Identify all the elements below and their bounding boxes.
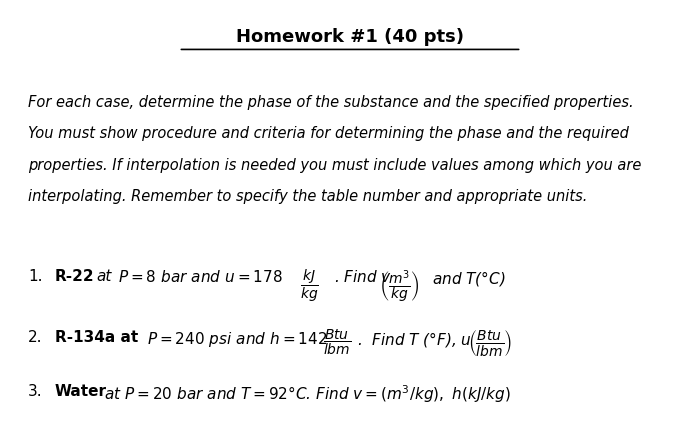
- Text: $P = 240\ psi\ and\ h = 142$: $P = 240\ psi\ and\ h = 142$: [147, 329, 328, 348]
- Text: $P = 8\ bar\ and\ u = 178$: $P = 8\ bar\ and\ u = 178$: [118, 269, 282, 285]
- Text: R-22: R-22: [55, 269, 94, 284]
- Text: . Find $v$: . Find $v$: [334, 269, 392, 285]
- Text: properties. If interpolation is needed you must include values among which you a: properties. If interpolation is needed y…: [28, 157, 641, 172]
- Text: $\dfrac{Btu}{lbm}$: $\dfrac{Btu}{lbm}$: [323, 327, 351, 356]
- Text: .  Find $T$ (°F), $u$: . Find $T$ (°F), $u$: [357, 329, 472, 348]
- Text: $\left(\dfrac{Btu}{lbm}\right)$: $\left(\dfrac{Btu}{lbm}\right)$: [468, 327, 512, 357]
- Text: For each case, determine the phase of the substance and the specified properties: For each case, determine the phase of th…: [28, 95, 634, 110]
- Text: at: at: [97, 269, 112, 284]
- Text: $\left(\dfrac{m^3}{kg}\right)$: $\left(\dfrac{m^3}{kg}\right)$: [379, 267, 420, 304]
- Text: You must show procedure and criteria for determining the phase and the required: You must show procedure and criteria for…: [28, 126, 629, 141]
- Text: R-134a at: R-134a at: [55, 329, 138, 344]
- Text: at $P = 20\ bar\ and\ T = 92$°C. Find $v = (m^3/kg),\ h(kJ/kg)$: at $P = 20\ bar\ and\ T = 92$°C. Find $v…: [104, 383, 510, 404]
- Text: Water: Water: [55, 383, 106, 398]
- Text: and $T$(°C): and $T$(°C): [432, 269, 505, 288]
- Text: 2.: 2.: [28, 329, 43, 344]
- Text: interpolating. Remember to specify the table number and appropriate units.: interpolating. Remember to specify the t…: [28, 189, 587, 204]
- Text: $\dfrac{kJ}{kg}$: $\dfrac{kJ}{kg}$: [300, 267, 318, 303]
- Text: Homework #1 (40 pts): Homework #1 (40 pts): [236, 28, 464, 46]
- Text: 3.: 3.: [28, 383, 43, 398]
- Text: 1.: 1.: [28, 269, 43, 284]
